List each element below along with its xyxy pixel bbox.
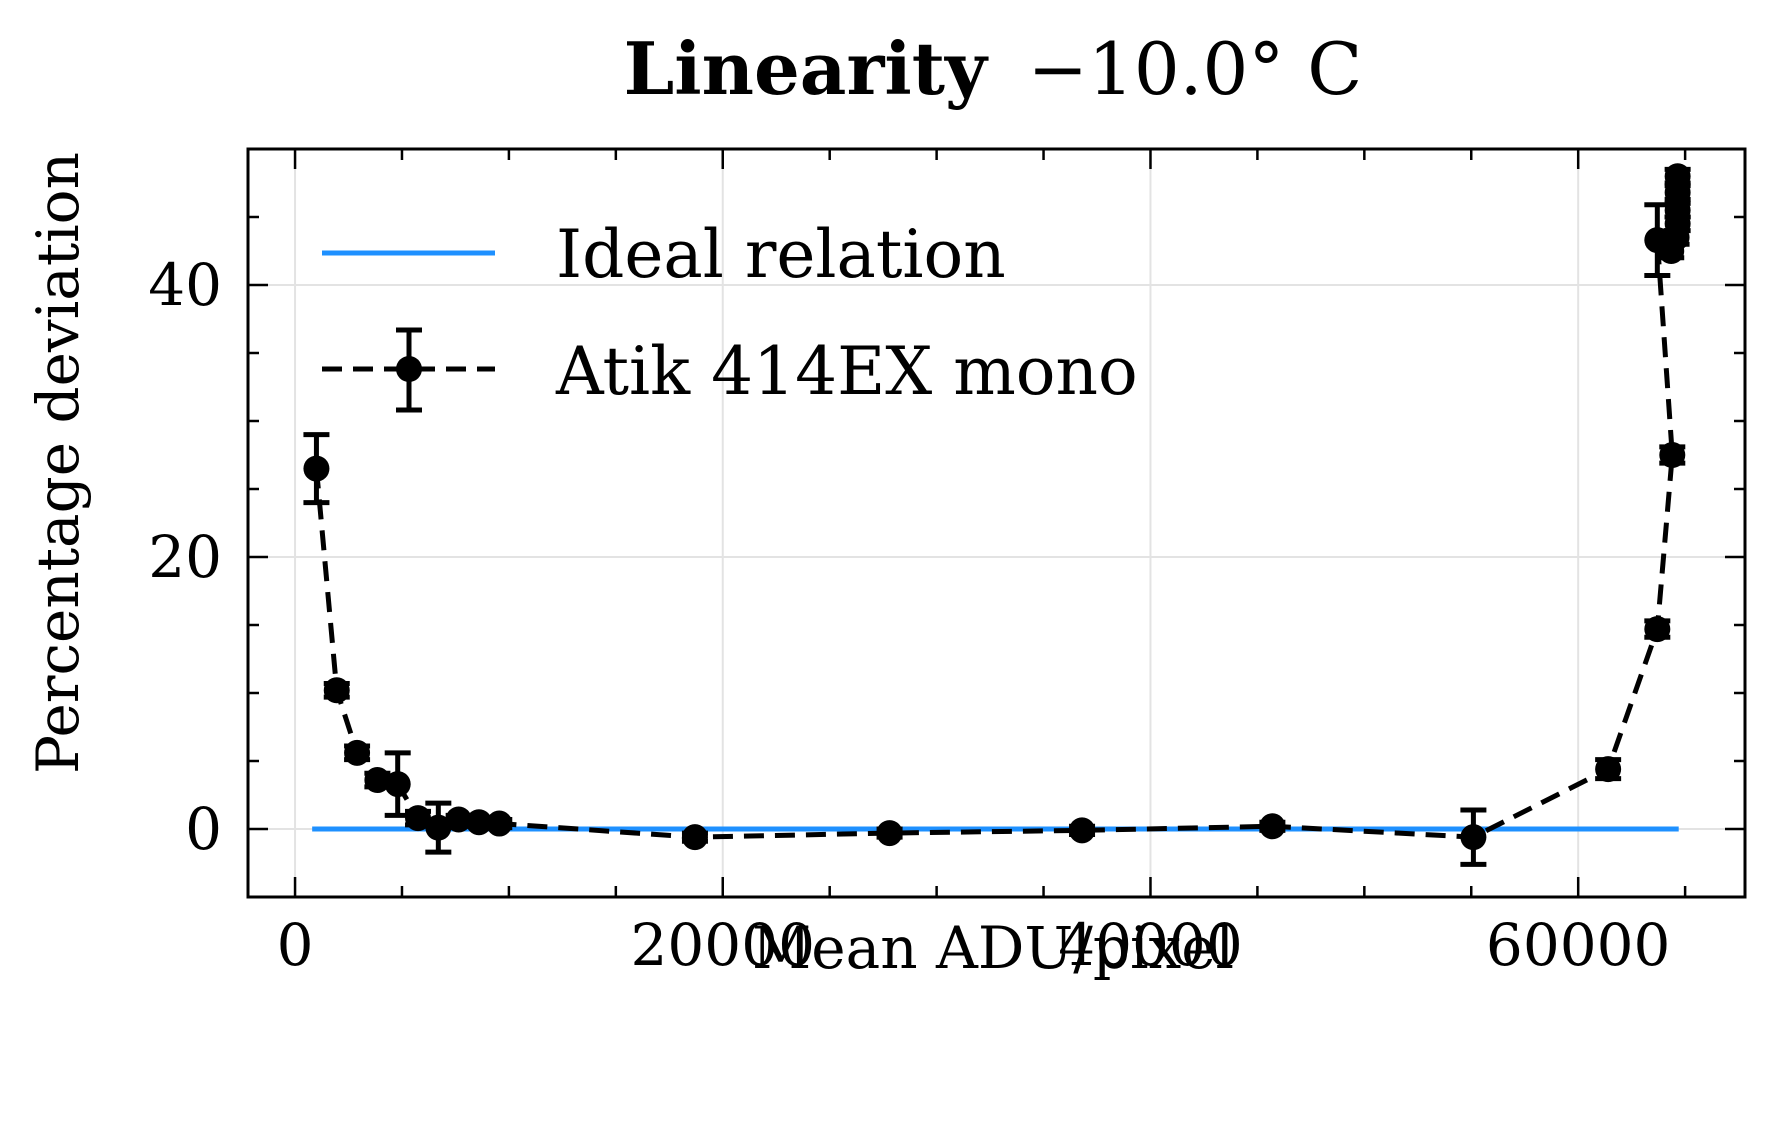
x-tick-label: 20000 xyxy=(631,911,816,979)
data-point xyxy=(445,806,472,833)
data-point xyxy=(486,810,513,837)
data-point xyxy=(1595,756,1622,783)
y-tick-label: 40 xyxy=(148,251,222,319)
y-tick-label: 0 xyxy=(185,795,222,863)
x-tick-label: 0 xyxy=(277,911,314,979)
x-tick-label: 40000 xyxy=(1058,911,1243,979)
data-point xyxy=(1259,813,1286,840)
data-point xyxy=(364,767,391,794)
data-point xyxy=(1664,163,1691,190)
legend: Ideal relation Atik 414EX mono xyxy=(322,216,1138,413)
data-point xyxy=(1069,817,1096,844)
chart-title-rest: −10.0° C xyxy=(1028,27,1363,111)
data-point xyxy=(876,820,903,847)
data-point xyxy=(303,455,330,482)
chart-title-main: Linearity xyxy=(624,26,989,111)
x-tick-label: 60000 xyxy=(1486,911,1671,979)
data-point xyxy=(344,739,371,766)
data-point xyxy=(405,805,432,832)
data-point xyxy=(681,824,708,851)
data-point xyxy=(1644,616,1671,643)
data-point xyxy=(425,814,452,841)
legend-label-atik: Atik 414EX mono xyxy=(555,333,1138,410)
data-point xyxy=(465,809,492,836)
data-point xyxy=(1659,442,1686,468)
y-tick-label: 20 xyxy=(148,523,222,591)
axis-ticks: 0 20000 40000 60000 0 20 40 xyxy=(148,147,1745,979)
x-axis-label: Mean ADU/pixel xyxy=(752,914,1234,982)
plot-frame xyxy=(246,147,1747,899)
atik-series xyxy=(303,163,1691,867)
data-point xyxy=(323,677,350,704)
y-axis-label: Percentage deviation xyxy=(24,152,92,774)
legend-label-ideal: Ideal relation xyxy=(556,216,1006,293)
chart-title: Linearity −10.0° C xyxy=(624,26,1363,111)
data-point xyxy=(384,771,411,798)
data-point xyxy=(1460,824,1487,851)
legend-swatch-atik-marker xyxy=(396,356,422,382)
